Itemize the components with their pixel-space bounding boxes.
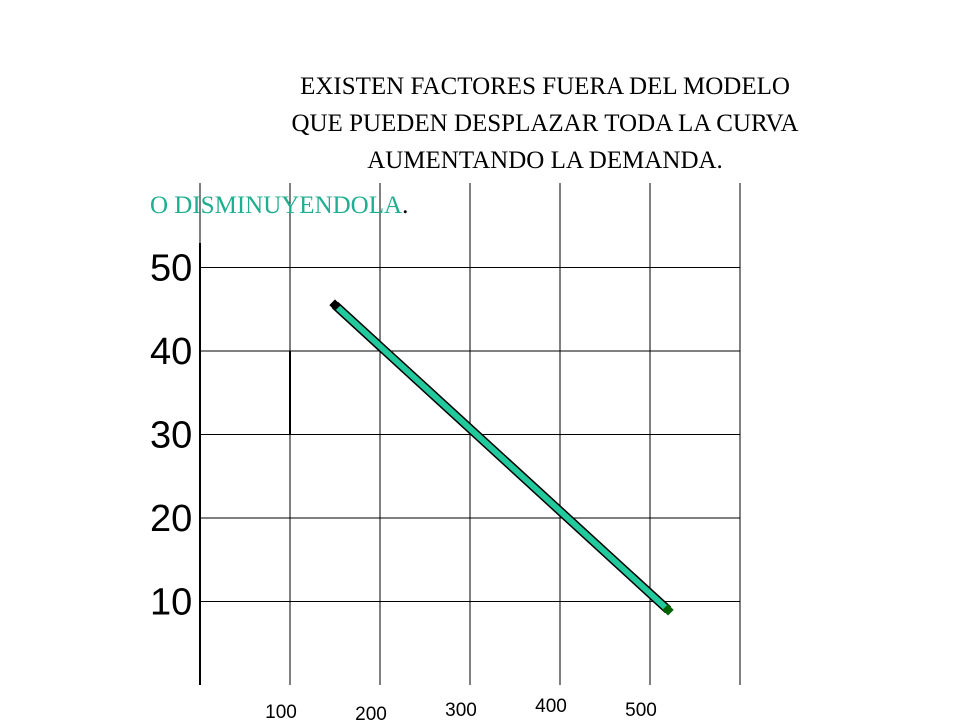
- y-tick-label: 20: [150, 498, 192, 540]
- y-axis-ticks: 10 20 30 40 50: [150, 248, 192, 624]
- chart-subtitle: O DISMINUYENDOLA.: [150, 190, 408, 222]
- x-tick-label: 200: [355, 704, 387, 720]
- title-line-2: QUE PUEDEN DESPLAZAR TODA LA CURVA: [291, 110, 799, 137]
- y-tick-label: 10: [150, 582, 192, 624]
- x-tick-label: 400: [535, 696, 567, 717]
- curve-end-point: [662, 604, 674, 616]
- title-line-1: EXISTEN FACTORES FUERA DEL MODELO: [300, 73, 790, 100]
- y-tick-label: 30: [150, 415, 192, 457]
- x-tick-label: 300: [445, 700, 477, 720]
- chart-series: [329, 299, 674, 616]
- chart-title: EXISTEN FACTORES FUERA DEL MODELO QUE PU…: [200, 68, 890, 179]
- x-axis-ticks: 100 200 300 400 500: [265, 696, 657, 720]
- subtitle-punctuation: .: [402, 192, 409, 219]
- x-tick-label: 500: [625, 700, 657, 720]
- y-tick-label: 40: [150, 331, 192, 373]
- demand-curve: [332, 302, 671, 613]
- curve-start-point: [329, 299, 341, 311]
- title-line-3: AUMENTANDO LA DEMANDA.: [367, 147, 723, 174]
- y-tick-label: 50: [150, 248, 192, 290]
- x-tick-label: 100: [265, 702, 297, 720]
- subtitle-text: O DISMINUYENDOLA: [150, 192, 403, 219]
